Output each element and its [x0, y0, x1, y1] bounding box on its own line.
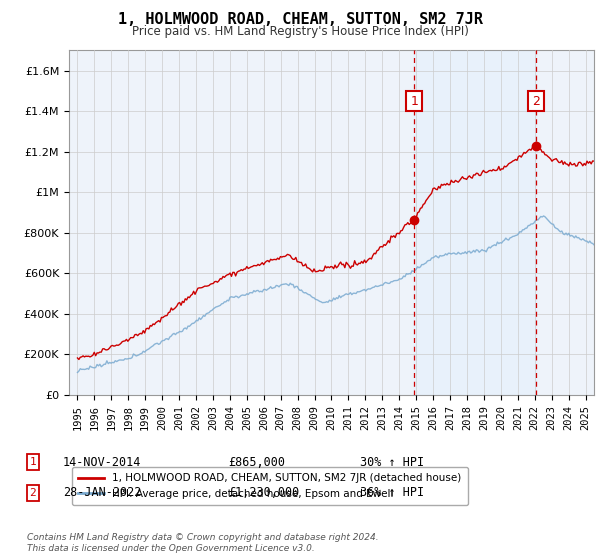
Text: Contains HM Land Registry data © Crown copyright and database right 2024.
This d: Contains HM Land Registry data © Crown c…	[27, 533, 379, 553]
Text: £865,000: £865,000	[228, 455, 285, 469]
Text: 28-JAN-2022: 28-JAN-2022	[63, 486, 142, 500]
Legend: 1, HOLMWOOD ROAD, CHEAM, SUTTON, SM2 7JR (detached house), HPI: Average price, d: 1, HOLMWOOD ROAD, CHEAM, SUTTON, SM2 7JR…	[71, 467, 468, 505]
Text: 2: 2	[532, 95, 540, 108]
Text: 1, HOLMWOOD ROAD, CHEAM, SUTTON, SM2 7JR: 1, HOLMWOOD ROAD, CHEAM, SUTTON, SM2 7JR	[118, 12, 482, 27]
Text: 1: 1	[29, 457, 37, 467]
Text: 2: 2	[29, 488, 37, 498]
Text: 1: 1	[410, 95, 418, 108]
Text: 36% ↑ HPI: 36% ↑ HPI	[360, 486, 424, 500]
Text: £1,230,000: £1,230,000	[228, 486, 299, 500]
Text: 14-NOV-2014: 14-NOV-2014	[63, 455, 142, 469]
Text: Price paid vs. HM Land Registry's House Price Index (HPI): Price paid vs. HM Land Registry's House …	[131, 25, 469, 38]
Bar	[414, 50, 536, 395]
Text: 30% ↑ HPI: 30% ↑ HPI	[360, 455, 424, 469]
